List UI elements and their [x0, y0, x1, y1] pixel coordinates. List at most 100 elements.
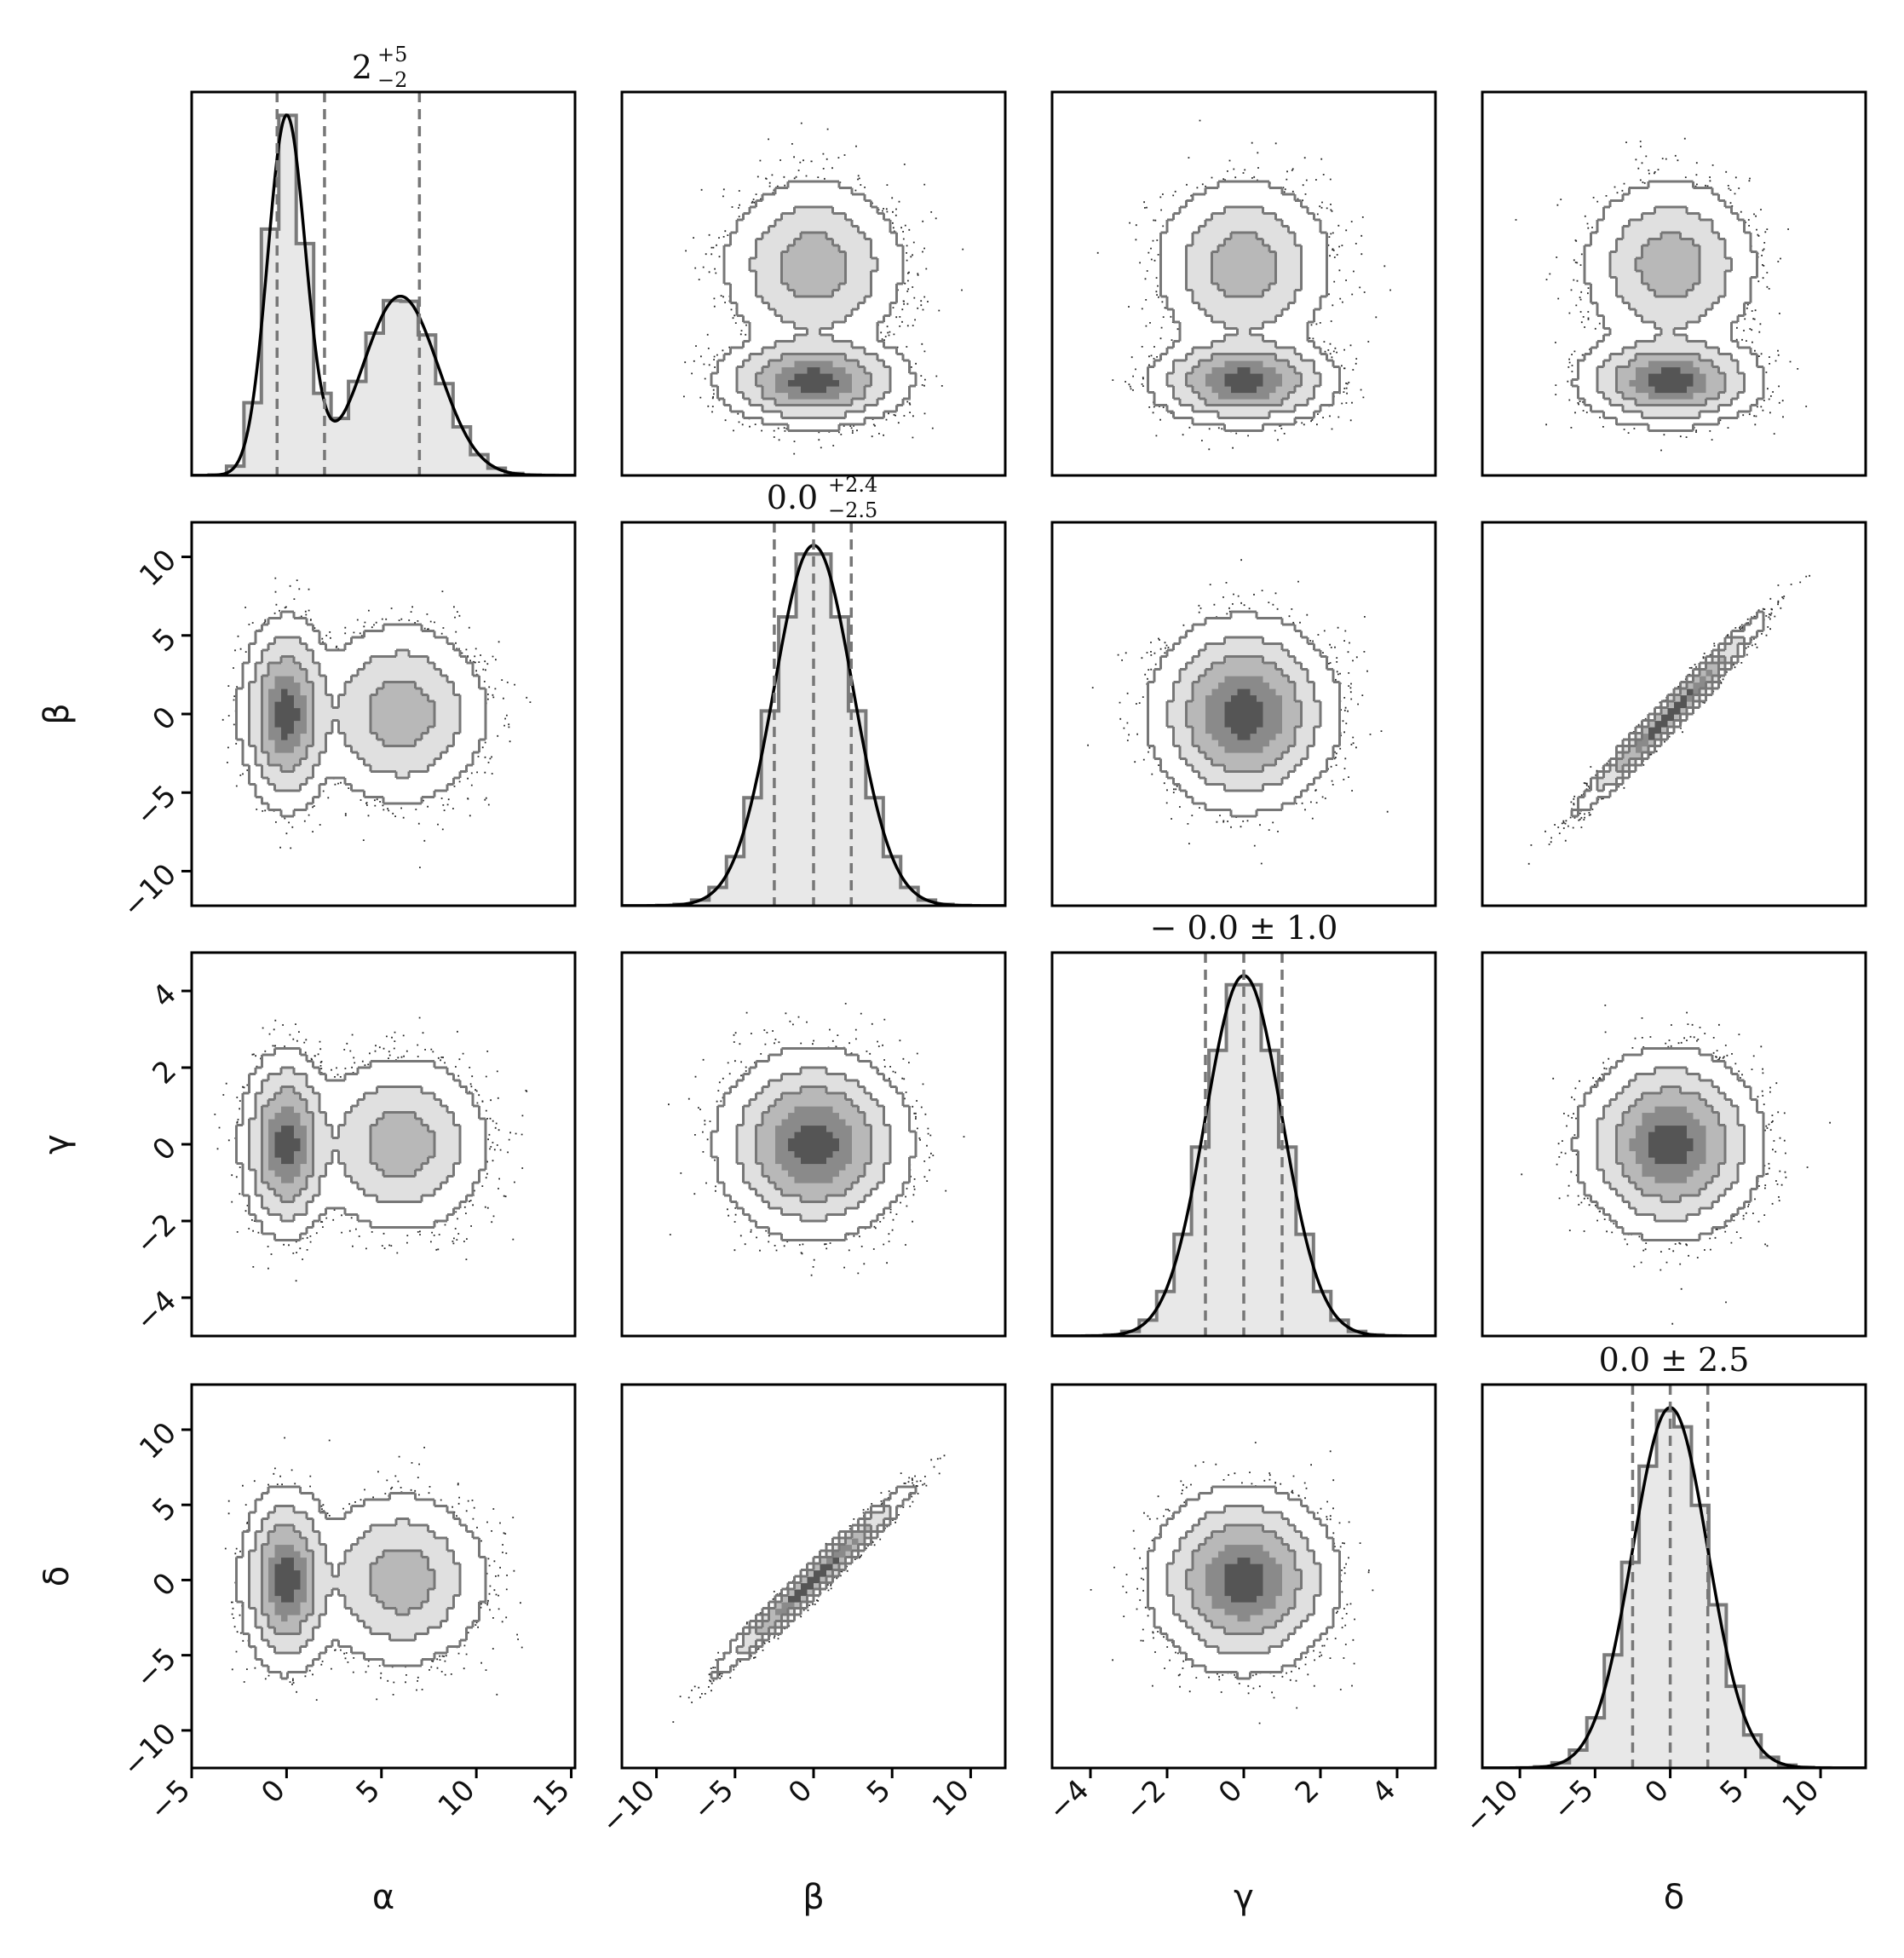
contour-lines	[235, 1485, 487, 1680]
x-tick-label: 5	[1714, 1773, 1752, 1811]
y-tick-label: −5	[129, 1641, 183, 1696]
y-axis-label: γ	[37, 1134, 77, 1155]
x-axis-label: δ	[1664, 1878, 1684, 1917]
panel-frame	[620, 521, 1007, 907]
density-contours	[236, 612, 486, 817]
panel-α-γ	[1050, 90, 1437, 477]
y-tick-label: 5	[146, 1491, 183, 1529]
contour-lines	[710, 1047, 917, 1241]
panel-γ-δ	[1481, 951, 1867, 1338]
panel-α-δ	[1481, 90, 1867, 477]
panel-frame	[190, 1383, 577, 1770]
panel-frame	[1481, 951, 1867, 1338]
stat-title: − 0.0 ± 1.0	[1150, 909, 1338, 947]
density-contours	[236, 1487, 486, 1679]
x-tick-label: 0	[782, 1773, 820, 1811]
x-tick-label: −5	[1546, 1773, 1601, 1828]
x-tick-label: 10	[1776, 1773, 1826, 1823]
x-tick-label: 10	[926, 1773, 976, 1823]
panel-α-α: 2 +5−2	[190, 43, 577, 477]
contour-lines	[235, 1047, 487, 1241]
stat-title-main: 0.0 ± 2.5	[1599, 1341, 1750, 1379]
stat-title: 2 +5−2	[352, 43, 407, 92]
contour-level	[261, 1523, 436, 1635]
contour-level	[235, 610, 487, 818]
density-contours	[1572, 181, 1764, 432]
panel-β-δ	[1481, 521, 1867, 907]
x-tick-label: 4	[1366, 1773, 1403, 1811]
panel-β-γ	[1050, 521, 1437, 907]
kde-curve	[192, 113, 575, 475]
contour-level	[1596, 1066, 1746, 1223]
contour-lines	[1570, 180, 1765, 432]
contour-lines	[1147, 180, 1341, 432]
y-tick-label: −2	[129, 1207, 183, 1262]
contour-level	[735, 1066, 892, 1223]
stat-title-sup: +2.4	[828, 473, 877, 497]
stat-title-main: 2	[352, 49, 372, 86]
contour-lines	[1147, 610, 1341, 818]
contour-level	[1185, 1523, 1303, 1635]
stat-title-sub: −2.5	[828, 498, 877, 522]
density-contours	[711, 1487, 917, 1679]
contour-level	[1615, 655, 1727, 773]
contour-level	[755, 231, 872, 406]
contour-level	[248, 1505, 462, 1655]
contour-level	[248, 1066, 462, 1223]
panel-frame	[190, 90, 577, 477]
panel-frame	[620, 951, 1007, 1338]
contour-lines	[1147, 1485, 1341, 1680]
panel-δ-δ: 0.0 ± 2.5 −10 −5 0 5 10 δ	[1458, 1341, 1867, 1917]
x-tick-label: −5	[686, 1773, 740, 1828]
contour-level	[235, 1485, 487, 1680]
panel-δ-β: −10 −5 0 5 10 β	[595, 1383, 1007, 1917]
contour-level	[1165, 205, 1322, 419]
density-contours	[1572, 1048, 1764, 1241]
x-tick-label: −5	[143, 1773, 198, 1828]
panel-frame	[620, 90, 1007, 477]
stat-title-sup: +5	[377, 43, 407, 66]
contour-level	[710, 1485, 917, 1680]
contour-level	[1615, 1086, 1727, 1203]
contour-level	[1185, 655, 1303, 773]
x-tick-label: 5	[350, 1773, 388, 1811]
contour-level	[1185, 231, 1303, 406]
y-tick-label: 2	[146, 1054, 183, 1091]
density-contours	[1572, 612, 1764, 817]
stat-title: 0.0 +2.4−2.5	[767, 473, 878, 522]
panel-frame	[1050, 521, 1437, 907]
contour-lines	[235, 610, 487, 818]
panel-β-α: −10 −5 0 5 10 β	[37, 521, 577, 924]
contour-level	[1570, 1047, 1765, 1241]
x-axis-label: β	[802, 1878, 825, 1917]
contour-level	[261, 655, 436, 773]
contour-lines	[1570, 1047, 1765, 1241]
y-tick-label: 0	[146, 1566, 183, 1604]
x-tick-label: 0	[1212, 1773, 1250, 1811]
x-axis-label: α	[372, 1878, 394, 1917]
contour-level	[1165, 636, 1322, 792]
contour-level	[735, 205, 892, 419]
panel-α-β	[620, 90, 1007, 477]
panel-γ-γ: − 0.0 ± 1.0	[1050, 909, 1437, 1338]
density-contours	[1148, 1487, 1341, 1679]
x-tick-label: 0	[255, 1773, 292, 1811]
contour-level	[710, 180, 917, 432]
stat-title-sub: −2	[377, 68, 407, 92]
x-tick-label: 10	[432, 1773, 482, 1823]
contour-level	[1147, 1485, 1341, 1680]
contour-level	[235, 1047, 487, 1241]
contour-lines	[710, 1485, 917, 1680]
stat-title: 0.0 ± 2.5	[1599, 1341, 1750, 1379]
contour-level	[261, 1086, 436, 1203]
y-tick-label: 4	[146, 977, 183, 1015]
density-contours	[1148, 612, 1341, 817]
panel-frame	[1481, 90, 1867, 477]
x-tick-label: 15	[526, 1773, 577, 1823]
y-tick-label: 0	[146, 700, 183, 738]
x-tick-label: 5	[860, 1773, 898, 1811]
y-tick-label: 10	[133, 1416, 183, 1466]
y-tick-label: 0	[146, 1131, 183, 1168]
contour-level	[1165, 1505, 1322, 1655]
